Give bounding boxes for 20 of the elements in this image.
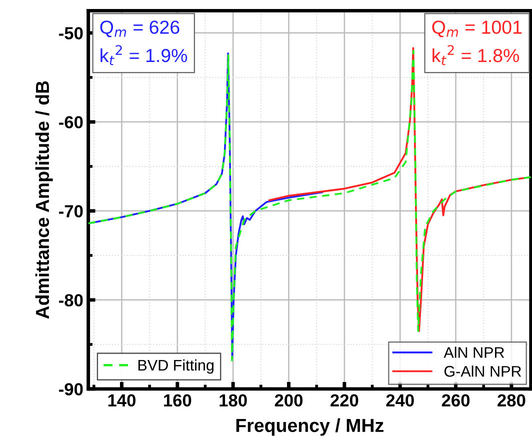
x-tick-label: 240 xyxy=(386,394,414,407)
x-tick-label: 260 xyxy=(442,394,470,407)
legend-label: BVD Fitting xyxy=(138,359,214,374)
y-tick-label: -60 xyxy=(59,116,83,128)
y-tick-label: -70 xyxy=(59,205,83,218)
legend-label: G-AlN NPR xyxy=(444,366,522,377)
y-axis-title: Admittance Amplitude / dB xyxy=(35,81,53,319)
text: Q$_{m}$ = 1001 k$_{t}$$^{2}$ = 1.8% xyxy=(432,20,522,66)
legend-label: AlN NPR xyxy=(444,346,504,358)
x-tick-label: 180 xyxy=(220,394,247,407)
x-tick-label: 160 xyxy=(164,394,192,407)
x-tick-label: 140 xyxy=(108,394,136,407)
x-tick-label: 200 xyxy=(274,394,303,407)
y-tick-label: -90 xyxy=(59,383,83,396)
text: Q$_{m}$ = 626 k$_{t}$$^{2}$ = 1.9% xyxy=(100,20,188,66)
x-tick-label: 220 xyxy=(330,394,358,407)
x-axis-title: Frequency / MHz xyxy=(236,418,384,436)
y-tick-label: -80 xyxy=(59,294,83,306)
y-tick-label: -50 xyxy=(59,27,83,40)
x-tick-label: 280 xyxy=(498,394,526,407)
